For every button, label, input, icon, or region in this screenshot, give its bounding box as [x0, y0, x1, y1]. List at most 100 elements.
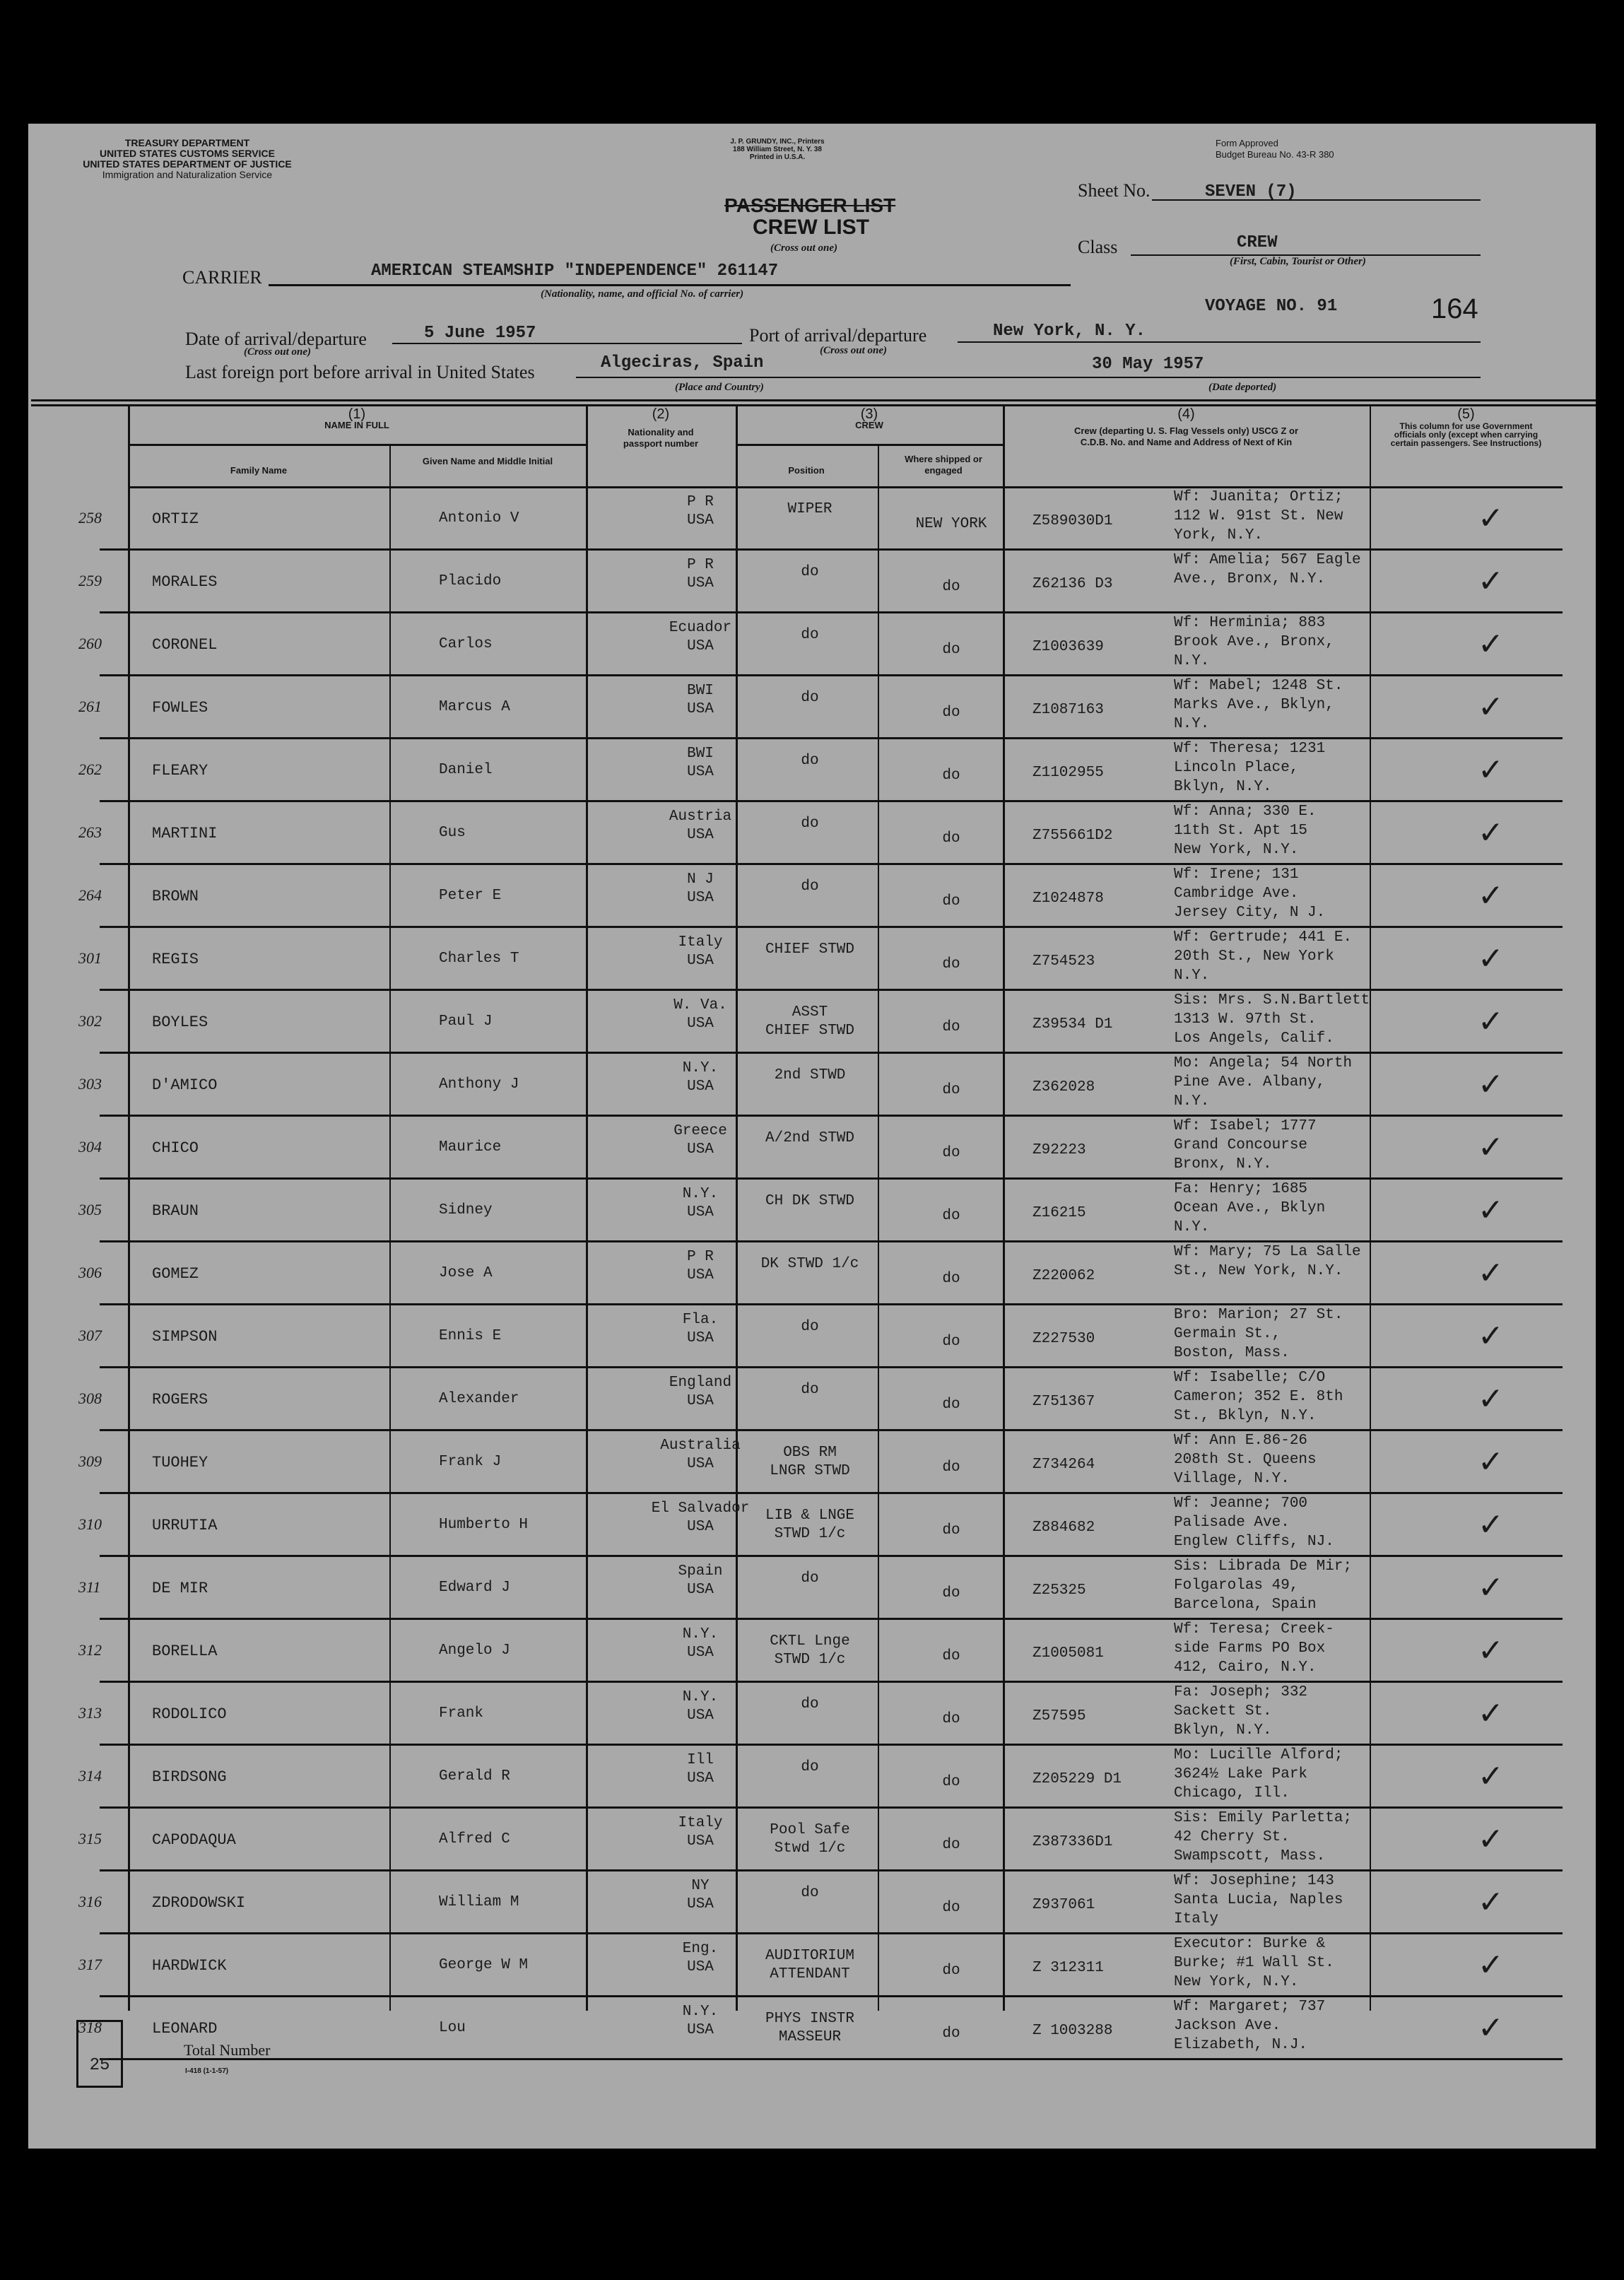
agency-line: UNITED STATES CUSTOMS SERVICE — [100, 148, 275, 159]
where-shipped: do — [942, 1900, 960, 1916]
next-of-kin-address: Wf: Amelia; 567 Eagle Ave., Bronx, N.Y. — [1174, 552, 1361, 587]
table-row: 315 CAPODAQUA Alfred C Italy USA Pool Safe S… — [78, 1809, 1563, 1871]
cross-out-caption: (Cross out one) — [820, 345, 888, 356]
position: do — [801, 816, 819, 832]
col-family-name: Family Name — [230, 465, 288, 476]
line-number: 305 — [78, 1201, 102, 1218]
next-of-kin-address: Sis: Mrs. S.N.Bartlett 1313 W. 97th St. … — [1174, 992, 1370, 1047]
date-arrival-value: 5 June 1957 — [424, 324, 536, 343]
given-name: Peter E — [439, 888, 502, 904]
line-number: 314 — [78, 1767, 102, 1785]
family-name: LEONARD — [152, 2020, 218, 2038]
uscg-z-number: Z205229 D1 — [1032, 1771, 1122, 1787]
uscg-z-number: Z1087163 — [1032, 702, 1104, 718]
family-name: GOMEZ — [152, 1265, 199, 1283]
check-mark-icon: ✓ — [1478, 1066, 1504, 1103]
given-name: Alfred C — [439, 1831, 510, 1847]
given-name: Charles T — [439, 951, 519, 967]
line-number: 301 — [78, 949, 102, 967]
position: LIB & LNGE STWD 1/c — [765, 1508, 855, 1542]
nationality: P R USA — [687, 1249, 714, 1283]
given-name: Gus — [439, 825, 466, 841]
nationality: N.Y. USA — [682, 1626, 719, 1661]
nationality: Ill USA — [687, 1752, 714, 1787]
where-shipped: do — [942, 1459, 960, 1476]
uscg-z-number: Z1003639 — [1032, 639, 1104, 655]
given-name: Frank J — [439, 1454, 502, 1470]
where-shipped: do — [942, 768, 960, 784]
nationality: Austria USA — [669, 809, 732, 843]
given-name: Ennis E — [439, 1328, 502, 1344]
table-row: 317 HARDWICK George W M Eng. USA AUDITORIUM … — [78, 1934, 1563, 1997]
given-name: Alexander — [439, 1391, 519, 1407]
col4-header: (4) Crew (departing U. S. Flag Vessels on… — [1003, 406, 1370, 448]
position: do — [801, 627, 819, 643]
line-number: 259 — [78, 572, 102, 589]
nationality: El Salvador USA — [651, 1500, 750, 1535]
table-row: 264 BROWN Peter E N J USA do do Z1024878 Wf: Ir… — [78, 865, 1563, 928]
where-shipped: do — [942, 830, 960, 847]
given-name: Frank — [439, 1705, 484, 1722]
uscg-z-number: Z589030D1 — [1032, 513, 1113, 529]
printer-line: Printed in U.S.A. — [749, 153, 806, 161]
position: WIPER — [787, 501, 832, 517]
nationality: England USA — [669, 1375, 732, 1409]
check-mark-icon: ✓ — [1478, 563, 1504, 599]
nationality: P R USA — [687, 494, 714, 529]
col4-number: (4) — [1177, 406, 1195, 422]
next-of-kin-address: Fa: Joseph; 332 Sackett St. Bklyn, N.Y. — [1174, 1684, 1308, 1739]
line-number: 262 — [78, 760, 102, 778]
position: CHIEF STWD — [765, 941, 855, 958]
where-shipped: do — [942, 1837, 960, 1853]
check-mark-icon: ✓ — [1478, 1947, 1504, 1983]
line-number: 263 — [78, 823, 102, 841]
nationality: Ecuador USA — [669, 620, 732, 654]
family-name: MORALES — [152, 573, 218, 591]
table-row: 301 REGIS Charles T Italy USA CHIEF STWD do Z7… — [78, 928, 1563, 991]
next-of-kin-address: Wf: Herminia; 883 Brook Ave., Bronx, N.Y… — [1174, 615, 1334, 669]
total-box: 25 — [76, 2020, 123, 2088]
uscg-z-number: Z25325 — [1032, 1582, 1086, 1599]
check-mark-icon: ✓ — [1478, 1884, 1504, 1920]
form-approved-line: Form Approved — [1216, 138, 1278, 148]
check-mark-icon: ✓ — [1478, 1381, 1504, 1417]
table-row: 310 URRUTIA Humberto H El Salvador USA LIB &… — [78, 1494, 1563, 1557]
line-number: 302 — [78, 1012, 102, 1030]
nationality: N.Y. USA — [682, 2004, 719, 2038]
nationality: Italy USA — [678, 934, 723, 969]
check-mark-icon: ✓ — [1478, 1192, 1504, 1228]
family-name: ROGERS — [152, 1391, 208, 1409]
table-row: 318 LEONARD Lou N.Y. USA PHYS INSTR MASSEUR d… — [78, 1997, 1563, 2060]
port-arrival-label: Port of arrival/departure — [749, 325, 927, 346]
family-name: FLEARY — [152, 762, 208, 780]
col4-title: Crew (departing U. S. Flag Vessels only)… — [1073, 425, 1299, 447]
title-passenger-list: PASSENGER LIST — [724, 194, 896, 216]
next-of-kin-address: Bro: Marion; 27 St. Germain St., Boston,… — [1174, 1307, 1343, 1361]
line-number: 310 — [78, 1515, 102, 1533]
where-shipped: do — [942, 1019, 960, 1035]
where-shipped: do — [942, 956, 960, 972]
check-mark-icon: ✓ — [1478, 941, 1504, 977]
form-approved: Form Approved Budget Bureau No. 43-R 380 — [1216, 138, 1334, 160]
voyage-number: VOYAGE NO. 91 — [1205, 297, 1338, 316]
printer-block: J. P. GRUNDY, INC., Printers 188 William… — [707, 138, 848, 161]
total-label: Total Number — [184, 2041, 271, 2059]
table-row: 312 BORELLA Angelo J N.Y. USA CKTL Lnge STWD… — [78, 1620, 1563, 1683]
col-where-shipped: Where shipped or engaged — [905, 454, 982, 476]
class-value: CREW — [1237, 233, 1278, 252]
nationality: Australia USA — [660, 1438, 741, 1472]
agency-line: Immigration and Naturalization Service — [102, 169, 273, 180]
position: do — [801, 1570, 819, 1587]
where-shipped: do — [942, 642, 960, 658]
table-row: 308 ROGERS Alexander England USA do do Z751367… — [78, 1368, 1563, 1431]
family-name: TUOHEY — [152, 1454, 208, 1471]
next-of-kin-address: Wf: Josephine; 143 Santa Lucia, Naples I… — [1174, 1873, 1343, 1927]
uscg-z-number: Z362028 — [1032, 1079, 1095, 1095]
uscg-z-number: Z 312311 — [1032, 1960, 1104, 1976]
family-name: BRAUN — [152, 1202, 199, 1220]
check-mark-icon: ✓ — [1478, 752, 1504, 788]
col3-number: (3) — [860, 406, 878, 422]
table-row: 263 MARTINI Gus Austria USA do do Z755661D2 Wf:… — [78, 802, 1563, 865]
given-name: Edward J — [439, 1580, 510, 1596]
nationality: BWI USA — [687, 683, 714, 717]
